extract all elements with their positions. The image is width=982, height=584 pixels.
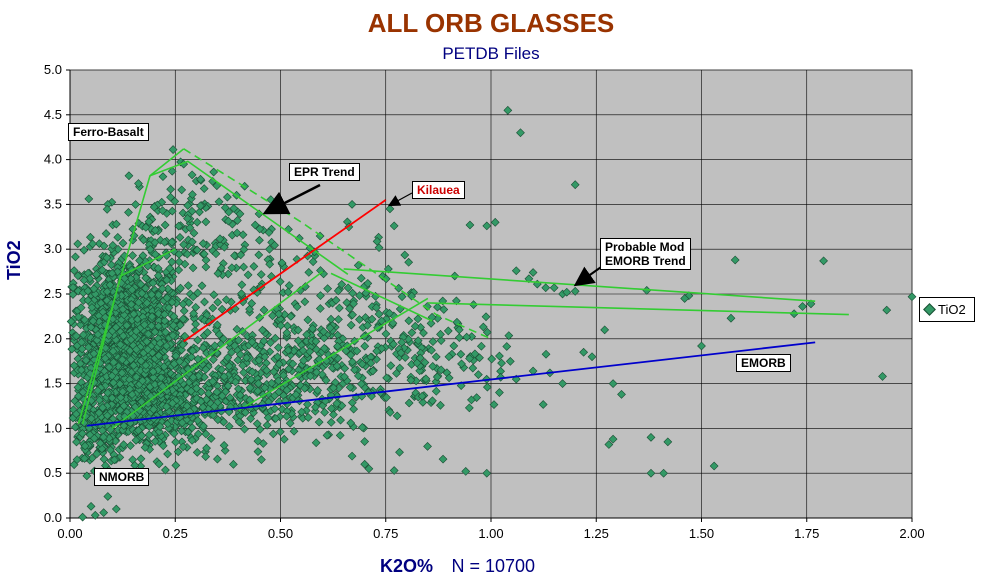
y-tick-label: 2.0 xyxy=(44,331,62,346)
data-point xyxy=(128,251,137,260)
emorb-annotation: EMORB xyxy=(736,354,791,372)
ferro-basalt-annotation: Ferro-Basalt xyxy=(68,123,149,141)
data-point xyxy=(101,229,111,238)
data-point xyxy=(118,238,128,248)
ferro-basalt-text: Ferro-Basalt xyxy=(73,125,144,139)
kilauea-text: Kilauea xyxy=(417,183,460,197)
x-tick-label: 0.50 xyxy=(268,526,293,541)
probable-mod-line2: EMORB Trend xyxy=(605,254,686,268)
x-tick-label: 1.25 xyxy=(584,526,609,541)
data-point xyxy=(103,492,113,501)
probable-mod-emorb-annotation: Probable Mod EMORB Trend xyxy=(600,238,691,270)
x-tick-label: 0.00 xyxy=(57,526,82,541)
legend-diamond-icon xyxy=(923,303,936,316)
probable-mod-line1: Probable Mod xyxy=(605,240,685,254)
data-point xyxy=(113,244,123,254)
y-tick-label: 2.5 xyxy=(44,286,62,301)
nmorb-text: NMORB xyxy=(99,470,145,484)
y-tick-label: 5.0 xyxy=(44,62,62,77)
y-tick-label: 0.0 xyxy=(44,510,62,525)
data-point xyxy=(73,271,83,281)
x-axis-label: K2O% xyxy=(380,556,434,576)
data-point xyxy=(79,296,88,305)
y-tick-label: 1.0 xyxy=(44,420,62,435)
sample-count-label: N = 10700 xyxy=(451,556,536,576)
legend-entry-tio2: TiO2 xyxy=(938,302,966,317)
data-point xyxy=(107,260,116,270)
x-tick-label: 1.75 xyxy=(794,526,819,541)
x-tick-label: 1.50 xyxy=(689,526,714,541)
y-tick-label: 3.5 xyxy=(44,196,62,211)
chart-title: ALL ORB GLASSES xyxy=(367,8,615,38)
x-tick-label: 0.25 xyxy=(163,526,188,541)
y-tick-label: 3.0 xyxy=(44,241,62,256)
chart-subtitle: PETDB Files xyxy=(442,44,540,63)
data-points xyxy=(66,105,917,522)
nmorb-annotation: NMORB xyxy=(94,468,150,486)
y-tick-label: 1.5 xyxy=(44,376,62,391)
kilauea-annotation: Kilauea xyxy=(412,181,465,199)
x-tick-label: 1.00 xyxy=(478,526,503,541)
epr-trend-text: EPR Trend xyxy=(294,165,355,179)
x-tick-label: 2.00 xyxy=(899,526,924,541)
y-tick-label: 0.5 xyxy=(44,465,62,480)
legend: TiO2 xyxy=(919,297,975,322)
emorb-text: EMORB xyxy=(741,356,786,370)
y-tick-label: 4.0 xyxy=(44,152,62,167)
data-point xyxy=(213,297,223,307)
y-tick-label: 4.5 xyxy=(44,107,62,122)
data-point xyxy=(148,278,158,288)
epr-trend-annotation: EPR Trend xyxy=(289,163,360,181)
x-axis-label-group: K2O% N = 10700 xyxy=(380,556,535,577)
x-tick-label: 0.75 xyxy=(373,526,398,541)
